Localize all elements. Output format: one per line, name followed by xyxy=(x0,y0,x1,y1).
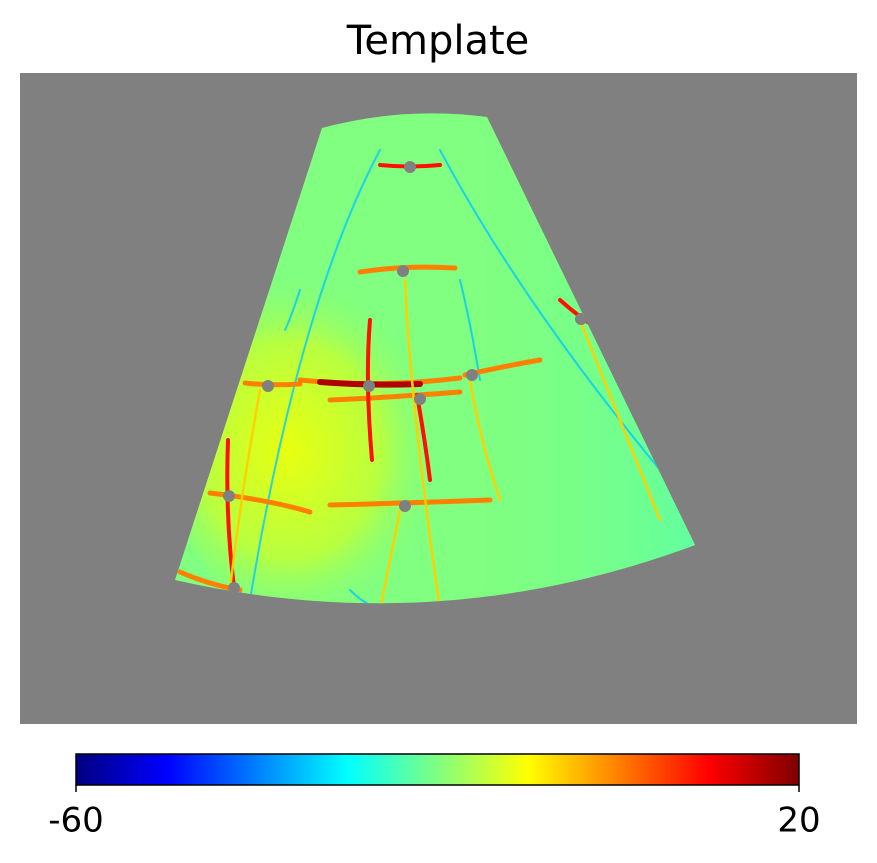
title: Template xyxy=(346,18,530,64)
colorbar-tick-label: -60 xyxy=(48,801,104,841)
colorbar-tick-label: 20 xyxy=(777,801,820,841)
colorbar xyxy=(75,753,800,786)
